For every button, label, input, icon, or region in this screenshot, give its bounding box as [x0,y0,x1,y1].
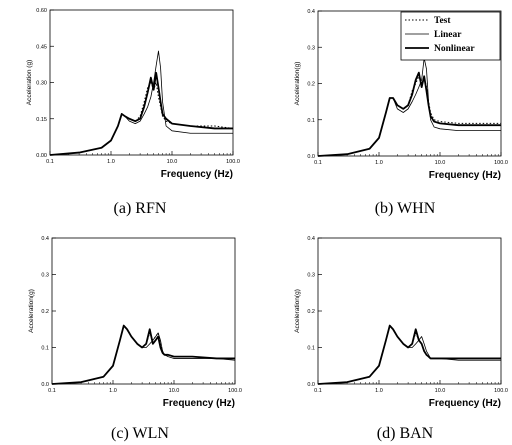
x-tick-label: 0.1 [48,388,56,394]
x-tick-label: 10.0 [169,388,180,394]
y-tick-label: 0.4 [307,9,315,15]
y-axis-label: Acceleration(g) [294,289,301,333]
y-tick-label: 0.3 [307,273,315,279]
series-line-thick [49,71,233,156]
series-line-dotted [51,325,235,385]
y-tick-label: 0.0 [307,382,315,388]
y-axis-label: Acceleration (g) [26,60,33,106]
legend-label: Nonlinear [434,44,475,54]
y-tick-label: 0.00 [36,153,47,159]
x-tick-label: 1.0 [375,160,383,166]
x-tick-label: 0.1 [314,388,322,394]
series-line-thick [317,324,501,385]
plot-frame [317,237,502,385]
y-tick-label: 0.30 [36,81,47,87]
series-line-dotted [317,75,501,157]
y-tick-label: 0.4 [41,236,49,242]
legend-box [400,11,501,61]
series-line-thin [49,50,233,156]
chart-panel-1: 0.1 1.0 10.0 100.0 0.00 0.15 0.30 0.45 0.60 Accel… [26,8,240,217]
x-tick-label: 100.0 [228,388,242,394]
x-tick-label: 10.0 [167,159,178,165]
x-tick-label: 1.0 [107,159,115,165]
panel-caption: (b) WHN [375,200,436,217]
legend-label: Test [434,16,451,26]
x-tick-label: 1.0 [109,388,117,394]
series-line-thin [51,325,236,385]
y-tick-label: 0.1 [307,346,315,352]
y-tick-label: 0.0 [41,382,49,388]
x-axis-label: Frequency (Hz) [161,169,233,180]
y-tick-label: 0.0 [307,154,315,160]
y-tick-label: 0.15 [36,117,47,123]
x-tick-label: 100.0 [494,160,508,166]
y-tick-label: 0.3 [41,273,49,279]
series-line-dotted [317,325,501,385]
y-axis-label: Acceleration(g) [294,62,301,106]
x-axis-label: Frequency (Hz) [429,170,501,181]
x-tick-label: 100.0 [226,159,240,165]
series-line-thick [317,71,501,157]
chart-panel-4: 0.1 1.0 10.0 100.00.00.10.20.30.4Accelerati… [294,236,508,442]
chart-panel-3: 0.1 1.0 10.0 100.00.00.10.20.30.4Accelerati… [28,236,242,442]
y-tick-label: 0.45 [36,44,47,50]
y-tick-label: 0.1 [41,346,49,352]
y-tick-label: 0.2 [307,82,315,88]
x-tick-label: 10.0 [435,160,446,166]
x-tick-label: 1.0 [375,388,383,394]
panel-caption: (c) WLN [111,425,169,442]
legend: Test Linear Nonlinear [400,11,501,61]
plot-frame [51,237,236,385]
series-line-thick [51,324,235,385]
x-tick-label: 10.0 [435,388,446,394]
y-axis-label: Acceleration(g) [28,289,35,333]
panel-caption: (d) BAN [377,425,434,442]
legend-label: Linear [434,30,462,40]
x-tick-label: 100.0 [494,388,508,394]
chart-panel-2: 0.1 1.0 10.0 100.00.00.10.20.30.4Accelerati… [294,9,508,217]
y-tick-label: 0.1 [307,118,315,124]
x-axis-label: Frequency (Hz) [429,398,501,409]
x-tick-label: 0.1 [46,159,54,165]
y-tick-label: 0.2 [41,309,49,315]
y-tick-label: 0.60 [36,8,47,14]
y-tick-label: 0.4 [307,236,315,242]
series-line-thin [317,57,501,157]
series-line-thin [317,325,501,385]
y-tick-label: 0.3 [307,45,315,51]
panel-caption: (a) RFN [114,200,167,217]
y-tick-label: 0.2 [307,309,315,315]
x-tick-label: 0.1 [314,160,322,166]
x-axis-label: Frequency (Hz) [163,398,235,409]
